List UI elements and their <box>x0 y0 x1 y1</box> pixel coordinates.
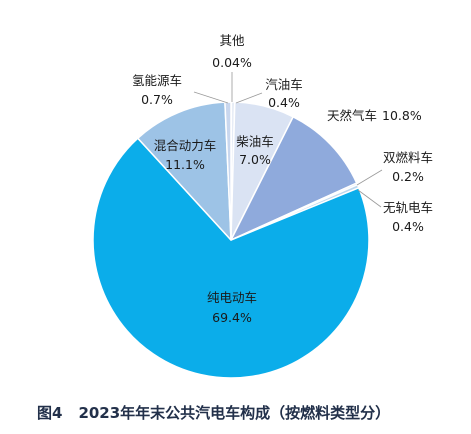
label-hydrogen: 氢能源车 <box>132 73 182 88</box>
value-label-trolleybus: 0.4% <box>392 219 424 234</box>
label-natural-gas-name: 天然气车 <box>327 108 377 123</box>
pie-chart: 其他 0.04% 汽油车 0.4% 柴油车 7.0% 天然气车 10.8% 双燃料… <box>92 33 433 379</box>
label-hybrid: 混合动力车 <box>154 138 217 153</box>
label-other: 其他 <box>219 33 245 48</box>
leader-line-hydrogen <box>193 91 229 104</box>
value-label-hydrogen: 0.7% <box>141 92 173 107</box>
label-battery-electric: 纯电动车 <box>207 290 257 305</box>
value-label-other: 0.04% <box>212 55 252 70</box>
leader-line-gasoline <box>235 92 263 104</box>
label-trolleybus: 无轨电车 <box>383 200 433 215</box>
pie-slice-hybrid <box>137 101 232 241</box>
leader-line-dual-fuel <box>356 169 383 186</box>
value-label-diesel: 7.0% <box>239 152 271 167</box>
value-label-gasoline: 0.4% <box>268 95 300 110</box>
figure-number: 图4 <box>37 404 63 422</box>
value-label-hybrid: 11.1% <box>165 157 205 172</box>
chart-title: 2023年年末公共汽电车构成（按燃料类型分） <box>78 404 391 422</box>
value-label-dual-fuel: 0.2% <box>392 169 424 184</box>
label-diesel: 柴油车 <box>236 134 274 149</box>
pie-slices <box>92 101 370 379</box>
pie-slice-natural-gas <box>230 116 358 241</box>
figure-caption: 图4 2023年年末公共汽电车构成（按燃料类型分） <box>37 402 390 424</box>
label-gasoline: 汽油车 <box>265 77 303 92</box>
leader-lines <box>193 72 383 208</box>
value-label-natural-gas: 10.8% <box>382 108 422 123</box>
pie-slice-battery-electric <box>92 137 370 379</box>
value-label-battery-electric: 69.4% <box>212 310 252 325</box>
label-dual-fuel: 双燃料车 <box>383 150 433 165</box>
label-natural-gas: 天然气车 10.8% <box>327 108 422 123</box>
leader-line-trolleybus <box>357 189 382 208</box>
